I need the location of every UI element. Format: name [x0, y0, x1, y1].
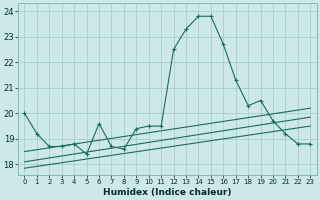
X-axis label: Humidex (Indice chaleur): Humidex (Indice chaleur) [103, 188, 232, 197]
